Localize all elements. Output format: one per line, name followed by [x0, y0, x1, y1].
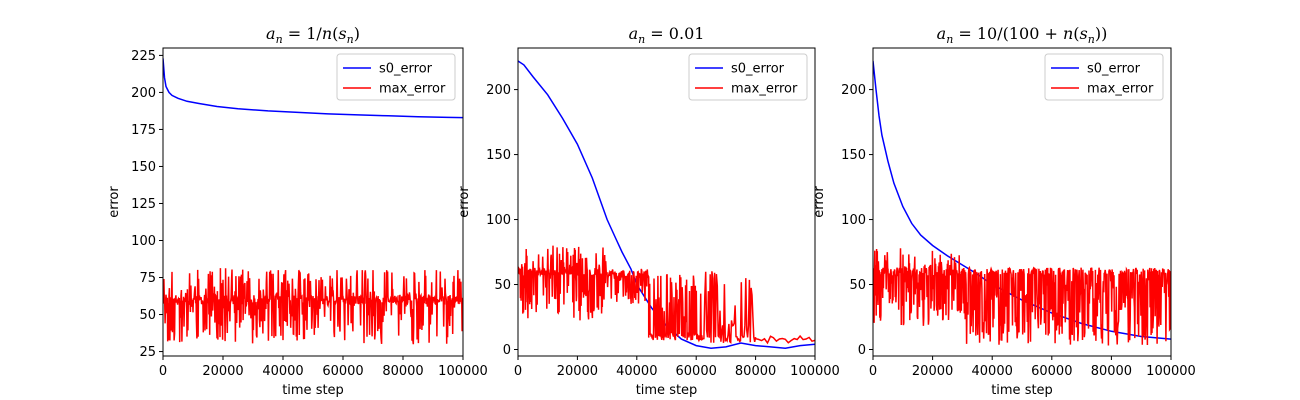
- y-axis-label: error: [457, 186, 472, 218]
- x-tick-label: 80000: [1091, 364, 1132, 379]
- x-tick-label: 0: [869, 364, 877, 379]
- x-tick-label: 60000: [322, 364, 363, 379]
- y-tick-label: 0: [503, 343, 511, 358]
- chart-title: an = 10/(100 + n(sn)): [937, 24, 1108, 46]
- legend: s0_error max_error: [1044, 53, 1164, 101]
- y-tick-label: 225: [131, 49, 156, 64]
- x-tick-label: 20000: [912, 364, 953, 379]
- legend-label-max-error: max_error: [379, 82, 446, 97]
- legend-label-s0-error: s0_error: [379, 62, 433, 77]
- legend-label-s0-error: s0_error: [1087, 62, 1141, 77]
- y-tick-label: 25: [139, 345, 156, 360]
- chart-panel-2: 0 20000 40000 60000 80000 100000 0 50 100 150 200 t…: [457, 24, 840, 398]
- y-tick-label: 100: [486, 213, 511, 228]
- y-tick-label: 100: [841, 213, 866, 228]
- y-tick-label: 150: [131, 160, 156, 175]
- x-tick-label: 0: [159, 364, 167, 379]
- y-tick-label: 150: [841, 148, 866, 163]
- x-tick-label: 0: [514, 364, 522, 379]
- legend-label-s0-error: s0_error: [731, 62, 785, 77]
- legend-label-max-error: max_error: [731, 82, 798, 97]
- y-tick-label: 125: [131, 197, 156, 212]
- x-tick-label: 20000: [202, 364, 243, 379]
- y-axis-label: error: [107, 186, 122, 218]
- series-line-max-error: [518, 245, 815, 345]
- y-tick-label: 100: [131, 234, 156, 249]
- y-tick-label: 50: [139, 308, 156, 323]
- x-tick-label: 60000: [676, 364, 717, 379]
- legend: s0_error max_error: [688, 53, 808, 101]
- chart-panel-3: 0 20000 40000 60000 80000 100000 0 50 100 150 200 t…: [812, 24, 1196, 398]
- x-tick-label: 100000: [438, 364, 488, 379]
- x-tick-label: 40000: [262, 364, 303, 379]
- y-tick-label: 175: [131, 123, 156, 138]
- x-tick-label: 80000: [382, 364, 423, 379]
- series-line-s0-error: [163, 58, 463, 119]
- series-line-max-error: [163, 268, 463, 345]
- y-tick-label: 150: [486, 148, 511, 163]
- y-tick-label: 50: [849, 278, 866, 293]
- chart-title: an = 1/n(sn): [266, 24, 360, 46]
- chart-panel-1: 0 20000 40000 60000 80000 100000 25 50 75 100 125 1…: [107, 24, 488, 398]
- y-tick-label: 75: [139, 271, 156, 286]
- plot-frame: [517, 47, 816, 357]
- chart-title: an = 0.01: [629, 24, 705, 46]
- plot-frame: [872, 47, 1172, 357]
- x-tick-label: 60000: [1031, 364, 1072, 379]
- x-tick-label: 80000: [735, 364, 776, 379]
- x-axis-label: time step: [282, 383, 344, 398]
- legend: s0_error max_error: [336, 53, 456, 101]
- x-tick-label: 40000: [972, 364, 1013, 379]
- x-tick-label: 100000: [790, 364, 840, 379]
- series-line-max-error: [873, 248, 1171, 346]
- plot-frame: [162, 47, 464, 357]
- y-tick-label: 50: [494, 278, 511, 293]
- y-tick-label: 0: [858, 343, 866, 358]
- y-tick-label: 200: [131, 86, 156, 101]
- x-tick-label: 100000: [1146, 364, 1196, 379]
- x-axis-label: time step: [991, 383, 1053, 398]
- x-axis-label: time step: [636, 383, 698, 398]
- legend-label-max-error: max_error: [1087, 82, 1154, 97]
- x-tick-label: 20000: [557, 364, 598, 379]
- y-tick-label: 200: [486, 83, 511, 98]
- x-tick-label: 40000: [616, 364, 657, 379]
- y-axis-label: error: [812, 186, 827, 218]
- y-tick-label: 200: [841, 83, 866, 98]
